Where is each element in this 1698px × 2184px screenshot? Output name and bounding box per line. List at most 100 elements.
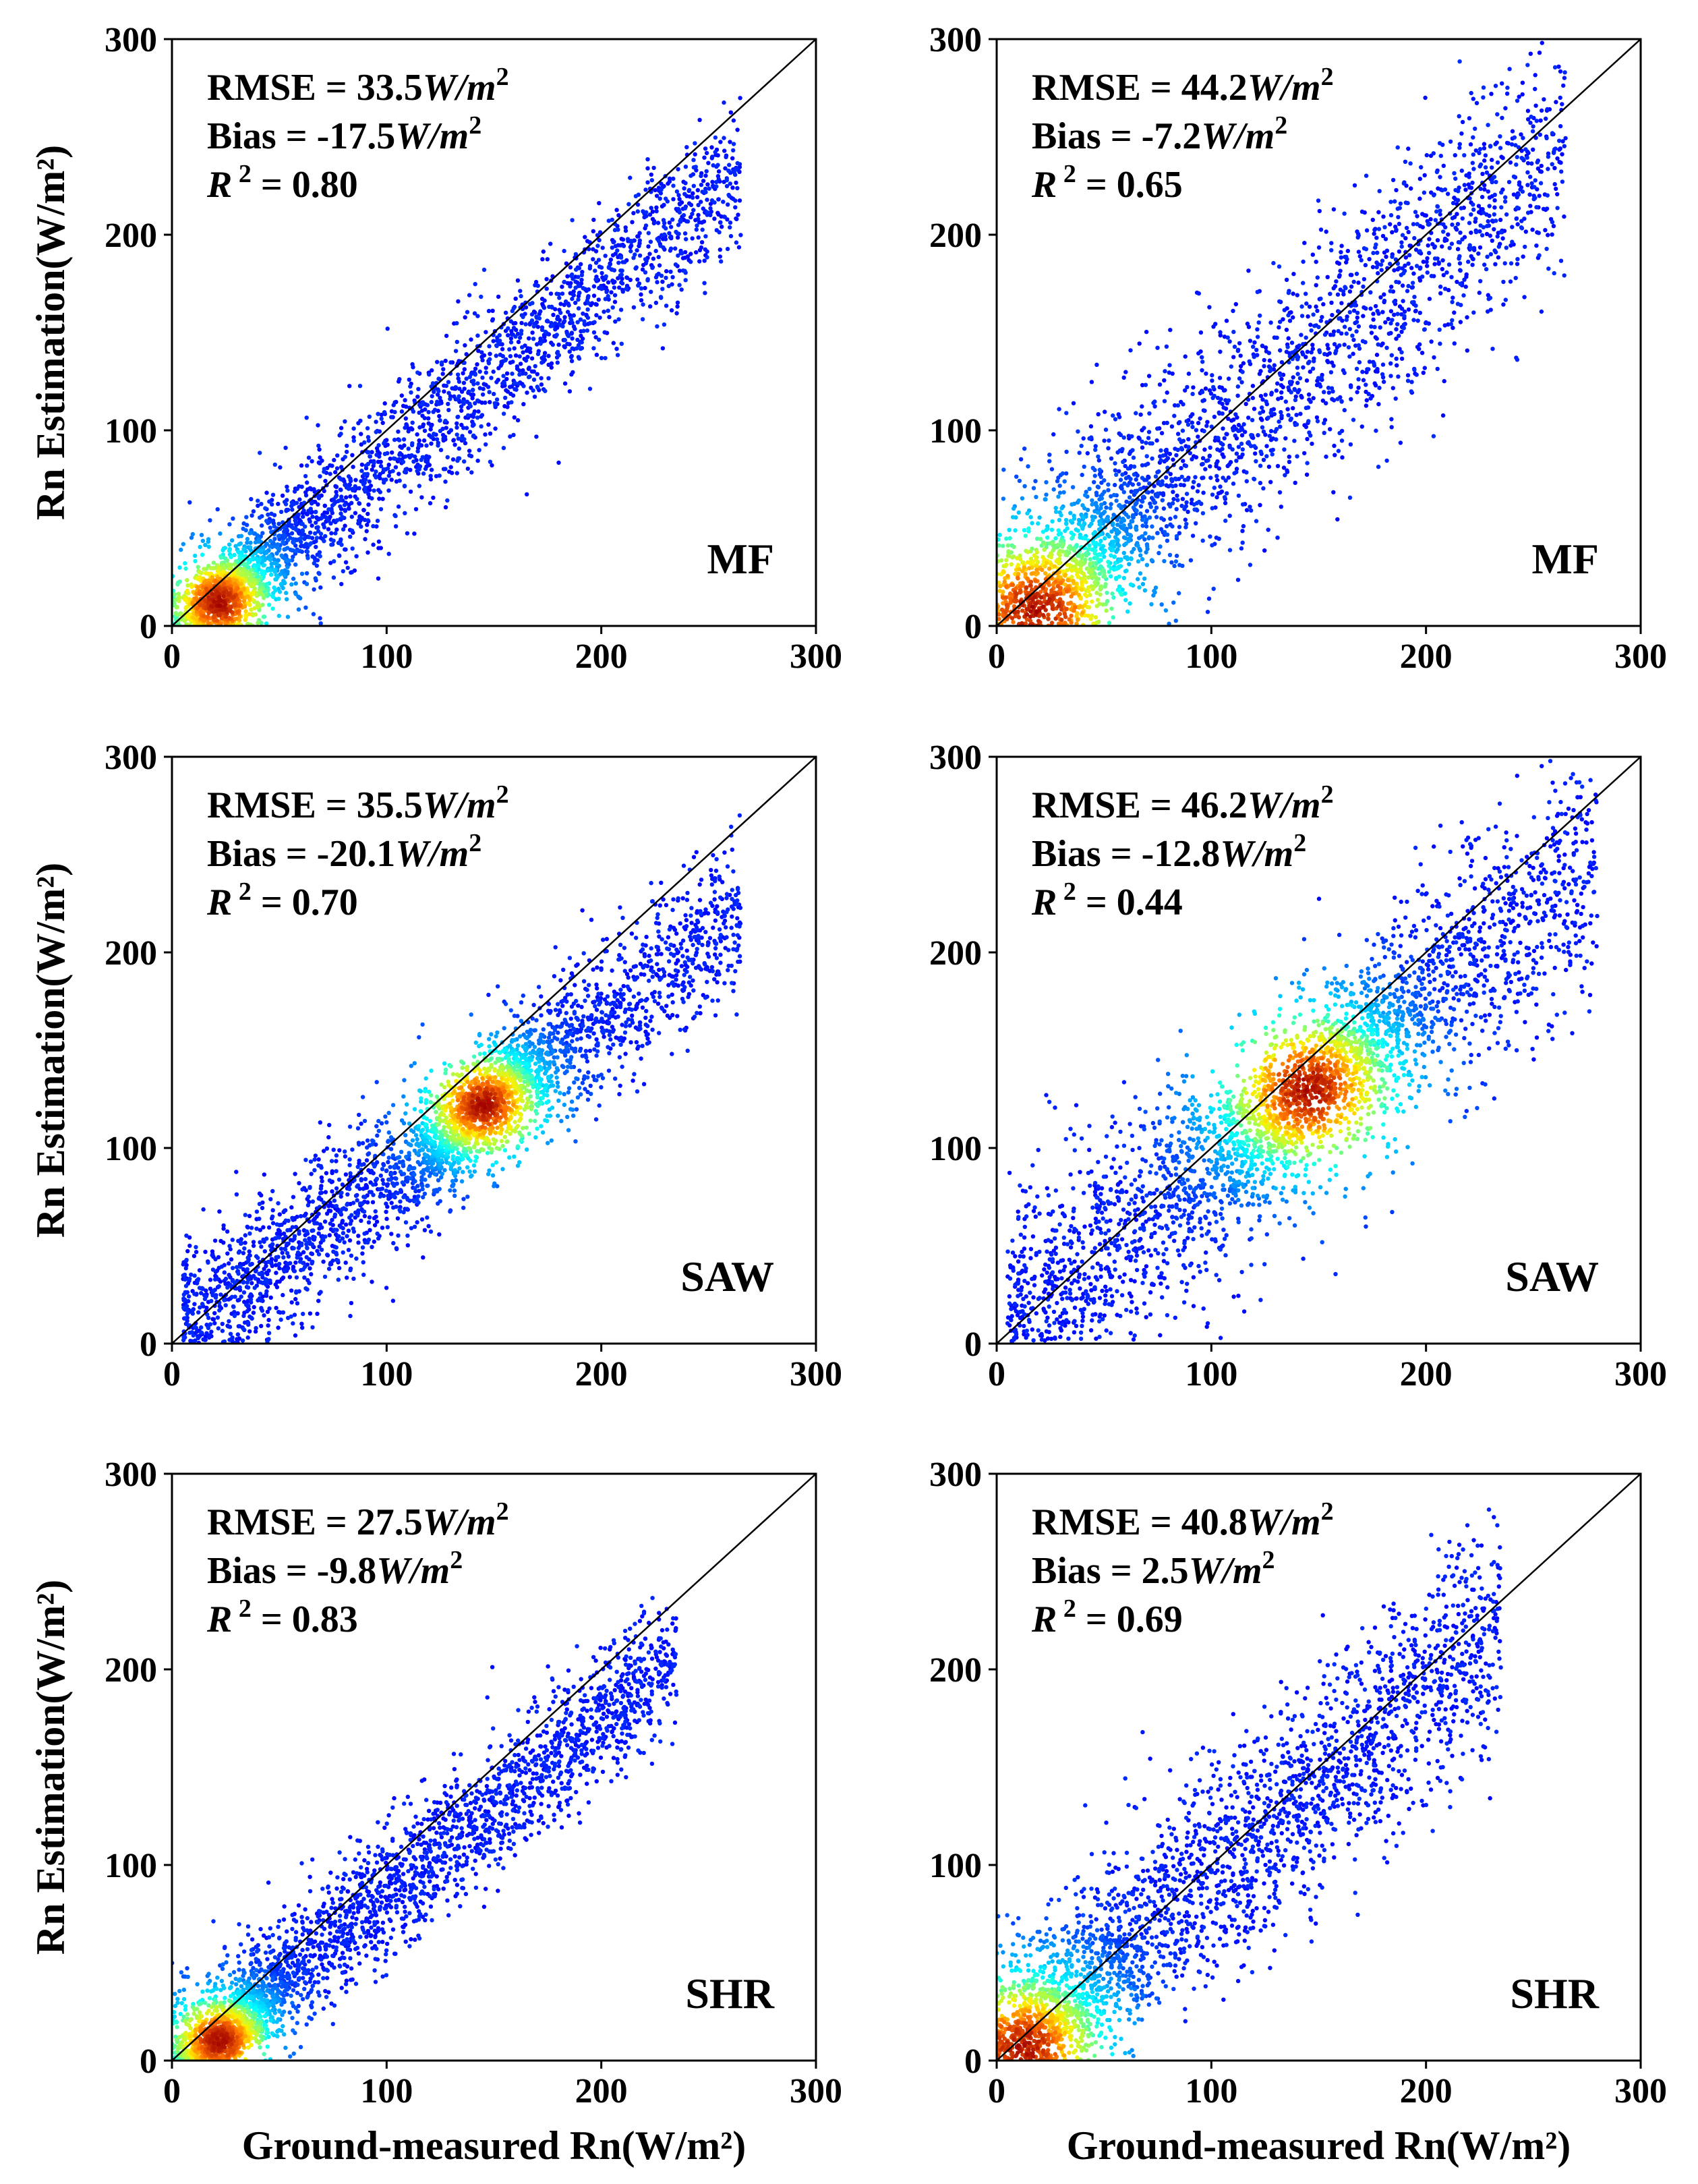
- data-point: [1267, 358, 1272, 363]
- data-point: [1459, 168, 1464, 173]
- data-point: [1458, 230, 1463, 235]
- data-point: [1279, 390, 1284, 395]
- data-point: [1279, 383, 1284, 388]
- data-point: [479, 350, 484, 355]
- data-point: [1394, 356, 1399, 361]
- data-point: [539, 360, 544, 365]
- data-point: [1337, 430, 1342, 436]
- data-point: [291, 525, 296, 531]
- data-point: [1488, 252, 1494, 257]
- data-point: [1085, 451, 1090, 456]
- data-point: [260, 531, 265, 536]
- data-point: [438, 428, 443, 434]
- data-point: [1347, 310, 1353, 315]
- data-point: [1117, 503, 1121, 508]
- data-point: [1306, 392, 1312, 397]
- data-point: [402, 484, 407, 488]
- data-point: [451, 438, 457, 442]
- data-point: [1131, 455, 1136, 460]
- data-point: [1370, 264, 1376, 270]
- data-point: [1432, 256, 1438, 261]
- data-point: [1546, 151, 1551, 156]
- data-point: [1501, 279, 1506, 285]
- data-point: [243, 609, 248, 614]
- data-point: [1339, 255, 1344, 260]
- data-point: [708, 202, 713, 206]
- data-point: [263, 506, 268, 511]
- data-point: [318, 531, 324, 536]
- data-point: [513, 353, 519, 358]
- data-point: [438, 395, 442, 400]
- data-point: [1388, 374, 1393, 378]
- data-point: [1295, 390, 1300, 395]
- data-point: [1348, 442, 1353, 447]
- data-point: [1403, 200, 1408, 205]
- data-point: [1241, 422, 1246, 427]
- data-point: [1252, 354, 1256, 360]
- data-point: [602, 330, 607, 335]
- data-point: [1278, 372, 1283, 378]
- data-point: [565, 341, 570, 346]
- data-point: [566, 334, 571, 339]
- data-point: [664, 196, 668, 201]
- data-point: [1453, 188, 1458, 193]
- data-point: [351, 486, 357, 491]
- data-point: [647, 252, 652, 256]
- data-point: [479, 294, 484, 299]
- data-point: [702, 155, 707, 160]
- data-point: [417, 467, 421, 471]
- data-point: [656, 254, 661, 260]
- data-point: [376, 576, 381, 581]
- data-point: [680, 256, 686, 260]
- data-point: [1414, 372, 1419, 377]
- data-point: [1451, 325, 1455, 331]
- data-point: [1165, 420, 1169, 426]
- data-point: [1552, 181, 1557, 187]
- data-point: [1419, 165, 1424, 170]
- data-point: [1446, 232, 1451, 237]
- data-point: [647, 212, 653, 217]
- data-point: [1287, 318, 1293, 323]
- data-point: [562, 344, 566, 349]
- data-point: [1422, 173, 1427, 177]
- data-point: [1355, 229, 1359, 234]
- data-point: [256, 540, 261, 544]
- data-point: [1510, 129, 1515, 134]
- data-point: [1384, 345, 1389, 350]
- data-point: [545, 257, 550, 262]
- data-point: [1031, 486, 1036, 490]
- data-point: [1329, 386, 1335, 391]
- data-point: [479, 413, 485, 418]
- data-point: [412, 531, 417, 536]
- data-point: [651, 256, 656, 261]
- data-point: [1172, 563, 1177, 569]
- data-point: [233, 588, 238, 593]
- data-point: [1493, 84, 1498, 88]
- data-point: [1284, 277, 1289, 282]
- data-point: [1374, 428, 1378, 433]
- data-point: [1322, 351, 1327, 357]
- data-point: [1135, 473, 1140, 478]
- data-point: [1476, 251, 1481, 256]
- data-point: [366, 438, 371, 443]
- data-point: [1415, 214, 1419, 219]
- data-point: [218, 555, 223, 560]
- data-point: [509, 400, 514, 405]
- data-point: [206, 610, 211, 615]
- data-point: [1441, 163, 1446, 168]
- data-point: [245, 536, 250, 542]
- data-point: [464, 376, 469, 381]
- data-point: [1208, 476, 1213, 480]
- data-point: [703, 146, 708, 151]
- data-point: [573, 285, 578, 290]
- data-point: [490, 318, 495, 323]
- data-point: [1057, 490, 1063, 495]
- data-point: [359, 479, 363, 484]
- data-point: [308, 486, 312, 491]
- data-point: [1233, 412, 1238, 417]
- data-point: [1533, 103, 1538, 108]
- data-point: [467, 430, 473, 434]
- data-point: [516, 381, 521, 386]
- data-point: [1318, 296, 1323, 301]
- data-point: [1397, 221, 1402, 227]
